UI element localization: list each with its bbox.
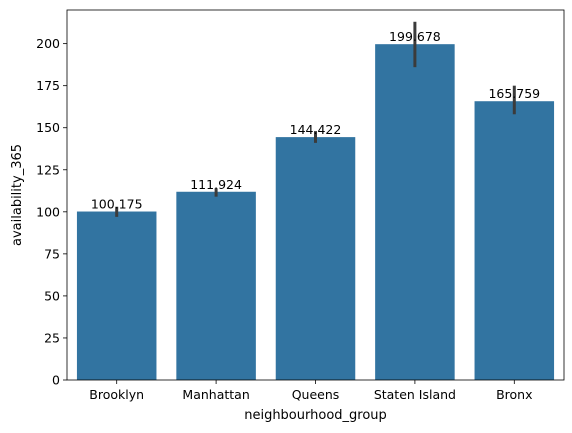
bar-value-label: 165.759 xyxy=(488,86,540,101)
bar-value-label: 100.175 xyxy=(91,197,143,212)
bar-value-label: 111.924 xyxy=(190,177,242,192)
y-tick-label: 125 xyxy=(36,162,60,177)
bar-bronx xyxy=(474,101,555,380)
y-tick-label: 150 xyxy=(36,120,60,135)
bar-queens xyxy=(275,137,356,380)
error-bars-group xyxy=(115,21,516,217)
y-tick-label: 50 xyxy=(44,288,60,303)
bar-value-label: 199.678 xyxy=(389,29,441,44)
y-tick-label: 200 xyxy=(36,36,60,51)
bar-brooklyn xyxy=(76,211,157,380)
x-axis-title: neighbourhood_group xyxy=(244,408,387,423)
y-tick-label: 75 xyxy=(44,246,60,261)
y-tick-label: 100 xyxy=(36,204,60,219)
x-tick-label: Queens xyxy=(292,387,340,402)
bars-group xyxy=(76,44,555,380)
bar-value-label: 144.422 xyxy=(290,122,342,137)
value-labels-group: 100.175 111.924 144.422 199.678 165.759 xyxy=(91,29,540,211)
bar-manhattan xyxy=(176,191,256,380)
y-axis-title: availability_365 xyxy=(10,144,25,246)
y-tick-label: 0 xyxy=(52,373,60,388)
x-tick-label: Staten Island xyxy=(374,387,456,402)
x-tick-label: Bronx xyxy=(496,387,532,402)
plot-frame xyxy=(66,9,565,381)
y-tick-label: 175 xyxy=(36,78,60,93)
y-tick-label: 25 xyxy=(44,330,60,345)
axes-group: Brooklyn Manhattan Queens Staten Island Bron… xyxy=(36,9,565,402)
bar-staten-island xyxy=(375,44,455,380)
x-tick-label: Brooklyn xyxy=(89,387,144,402)
x-tick-label: Manhattan xyxy=(182,387,249,402)
